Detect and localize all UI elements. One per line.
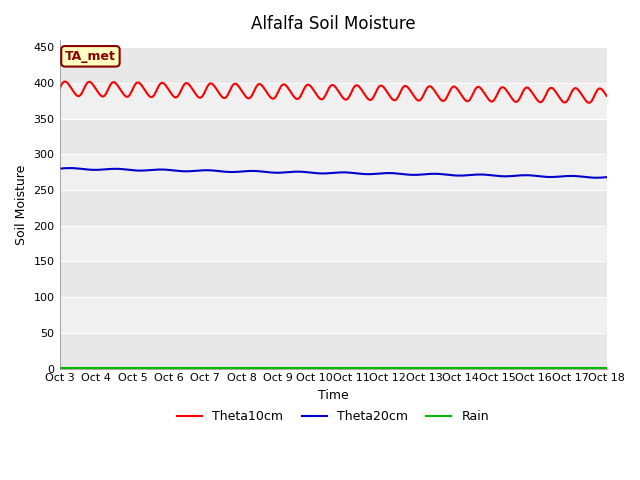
Theta10cm (585, 100, 593, 106)
Text: TA_met: TA_met (65, 50, 116, 63)
Line: Theta10cm: Theta10cm (60, 82, 607, 103)
Title: Alfalfa Soil Moisture: Alfalfa Soil Moisture (251, 15, 415, 33)
Theta20cm (56, 166, 63, 171)
Theta20cm (65, 165, 73, 171)
Theta20cm (417, 172, 424, 178)
Theta20cm (207, 168, 215, 173)
Theta20cm (603, 174, 611, 180)
Bar (60, 190, 607, 226)
Theta20cm (178, 168, 186, 174)
Bar (60, 226, 607, 262)
Bar (60, 83, 607, 119)
Rain (415, 365, 423, 371)
Theta20cm (593, 175, 600, 180)
Theta10cm (56, 86, 63, 92)
Bar (60, 262, 607, 297)
X-axis label: Time: Time (317, 389, 348, 402)
Rain (122, 365, 129, 371)
Theta10cm (603, 93, 611, 99)
Theta10cm (207, 81, 215, 86)
Theta20cm (123, 167, 131, 172)
Line: Theta20cm: Theta20cm (60, 168, 607, 178)
Theta10cm (123, 94, 131, 99)
Theta10cm (401, 84, 408, 89)
Theta10cm (178, 85, 186, 91)
Theta10cm (67, 84, 74, 89)
Bar (60, 333, 607, 369)
Bar (60, 297, 607, 333)
Bar (60, 155, 607, 190)
Bar (60, 119, 607, 155)
Rain (206, 365, 214, 371)
Rain (177, 365, 185, 371)
Theta20cm (401, 171, 408, 177)
Rain (56, 365, 63, 371)
Bar (60, 47, 607, 83)
Rain (603, 365, 611, 371)
Y-axis label: Soil Moisture: Soil Moisture (15, 164, 28, 244)
Theta10cm (417, 97, 424, 103)
Legend: Theta10cm, Theta20cm, Rain: Theta10cm, Theta20cm, Rain (172, 405, 494, 428)
Theta20cm (67, 165, 74, 171)
Theta10cm (61, 79, 68, 84)
Rain (399, 365, 407, 371)
Rain (65, 365, 73, 371)
